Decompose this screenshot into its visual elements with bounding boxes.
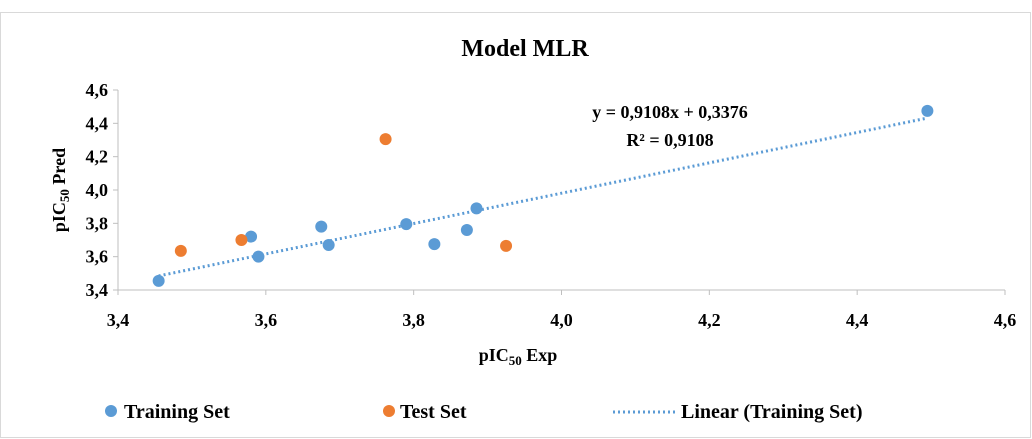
training-point bbox=[252, 250, 265, 263]
y-axis-label-main: pIC bbox=[49, 202, 69, 232]
legend-label-test: Test Set bbox=[400, 401, 467, 423]
training-point bbox=[315, 220, 328, 233]
trendline-group bbox=[158, 116, 928, 278]
test-point bbox=[500, 239, 513, 252]
y-axis-label-sub: 50 bbox=[57, 189, 72, 202]
test-point bbox=[379, 133, 392, 146]
x-tick-label: 3,4 bbox=[107, 310, 130, 330]
points-group bbox=[152, 104, 934, 287]
legend-marker-test bbox=[383, 405, 395, 417]
training-point bbox=[470, 202, 483, 215]
training-point bbox=[152, 274, 165, 287]
legend-label-trendline: Linear (Training Set) bbox=[681, 401, 862, 423]
y-tick-label: 4,0 bbox=[86, 180, 109, 200]
chart-frame bbox=[0, 12, 1031, 438]
test-point bbox=[174, 244, 187, 257]
training-point bbox=[921, 104, 934, 117]
y-tick-label: 3,6 bbox=[86, 247, 109, 267]
training-point bbox=[400, 218, 413, 231]
y-tick-label: 3,8 bbox=[86, 213, 109, 233]
x-tick-label: 4,6 bbox=[994, 310, 1017, 330]
x-axis-label-sub: 50 bbox=[509, 353, 522, 368]
test-point bbox=[235, 234, 248, 246]
x-tick-label: 4,4 bbox=[846, 310, 869, 330]
axes: 3,4 3,6 3,8 4,0 4,2 4,4 4,6 3,4 3,6 3,8 4,0 4,2 4,4 4… bbox=[86, 80, 1017, 330]
training-point bbox=[428, 238, 441, 251]
y-tick-label: 4,6 bbox=[86, 80, 109, 100]
x-tick-label: 4,0 bbox=[550, 310, 573, 330]
y-tick-label: 3,4 bbox=[86, 280, 109, 300]
y-axis-label: pIC50 Pred bbox=[49, 148, 72, 232]
training-point bbox=[245, 230, 258, 243]
x-axis-label-rest: Exp bbox=[522, 345, 558, 365]
y-axis-label-rest: Pred bbox=[49, 148, 69, 189]
training-point bbox=[460, 224, 473, 236]
trendline-r2: R² = 0,9108 bbox=[626, 130, 713, 150]
y-tick-label: 4,2 bbox=[86, 147, 109, 167]
legend-label-training: Training Set bbox=[124, 401, 230, 423]
x-axis-label: pIC50 Exp bbox=[479, 345, 558, 368]
x-axis-label-main: pIC bbox=[479, 345, 509, 365]
x-tick-label: 3,6 bbox=[255, 310, 278, 330]
trendline bbox=[158, 116, 928, 278]
y-tick-label: 4,4 bbox=[86, 113, 109, 133]
x-tick-label: 3,8 bbox=[402, 310, 425, 330]
chart-title: Model MLR bbox=[461, 36, 589, 62]
x-tick-label: 4,2 bbox=[698, 310, 721, 330]
legend-marker-training bbox=[105, 405, 117, 417]
trendline-equation: y = 0,9108x + 0,3376 bbox=[592, 102, 748, 122]
training-point bbox=[322, 239, 335, 251]
legend: Training Set Test Set Linear (Training S… bbox=[105, 401, 862, 423]
